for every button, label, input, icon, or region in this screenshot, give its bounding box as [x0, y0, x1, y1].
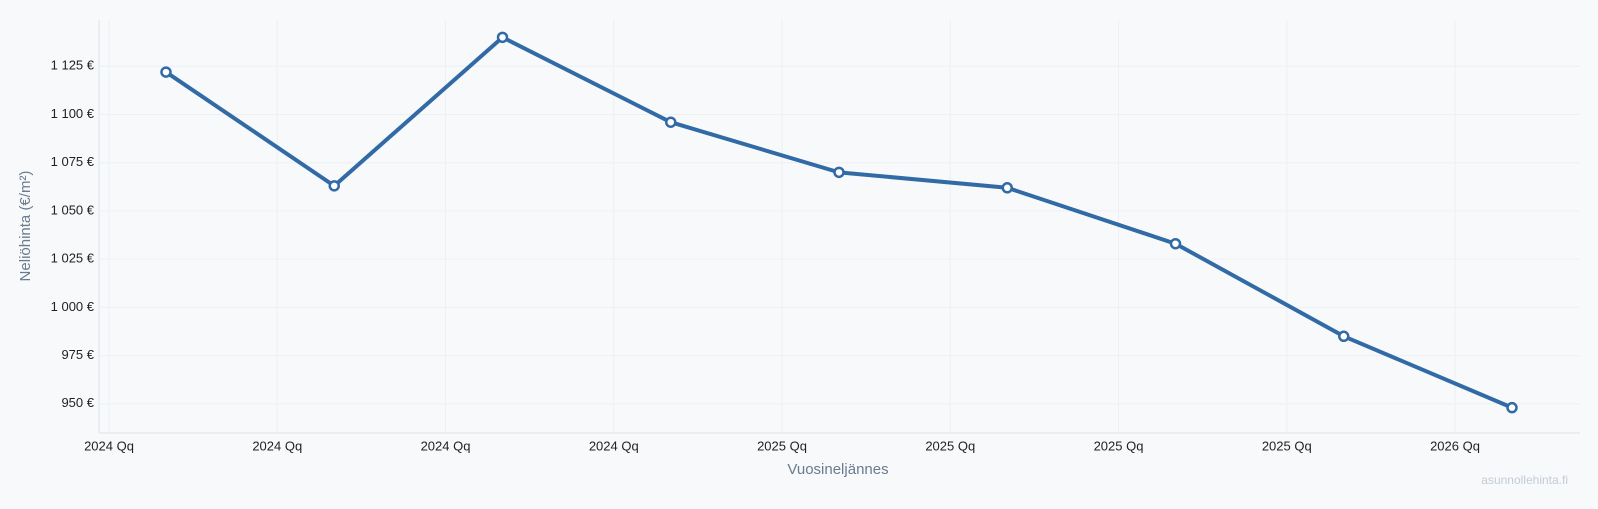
point — [1338, 330, 1350, 343]
y-tick-label: 1 025 € — [51, 251, 95, 266]
x-tick-label: 2024 Qq — [589, 438, 639, 453]
x-tick-label: 2026 Qq — [1430, 438, 1480, 453]
point — [665, 116, 677, 128]
x-tick-label: 2024 Qq — [252, 438, 302, 453]
x-tick-label: 2024 Qq — [421, 438, 471, 453]
x-tick-label: 2025 Qq — [1262, 438, 1312, 453]
y-tick-label: 1 100 € — [51, 106, 95, 121]
point — [160, 66, 172, 78]
point — [833, 166, 845, 179]
y-tick-label: 1 050 € — [51, 202, 95, 217]
y-tick-label: 1 000 € — [51, 299, 95, 314]
x-tick-label: 2025 Qq — [1094, 438, 1144, 453]
point — [328, 180, 340, 192]
x-tick-label: 2025 Qq — [757, 438, 807, 453]
y-tick-label: 1 075 € — [51, 154, 95, 169]
x-axis-title: Vuosineljännes — [787, 461, 888, 478]
point — [496, 31, 509, 44]
x-tick-label: 2025 Qq — [925, 438, 975, 453]
y-tick-label: 975 € — [61, 347, 94, 362]
y-axis-title: Neliöhinta (€/m²) — [17, 171, 34, 282]
point — [1506, 401, 1518, 414]
x-tick-label: 2024 Qq — [84, 438, 134, 453]
watermark: asunnollehinta.fi — [1481, 473, 1568, 487]
y-tick-label: 1 125 € — [51, 58, 95, 73]
point — [1169, 237, 1182, 250]
y-tick-label: 950 € — [61, 395, 94, 410]
point — [1001, 182, 1013, 194]
